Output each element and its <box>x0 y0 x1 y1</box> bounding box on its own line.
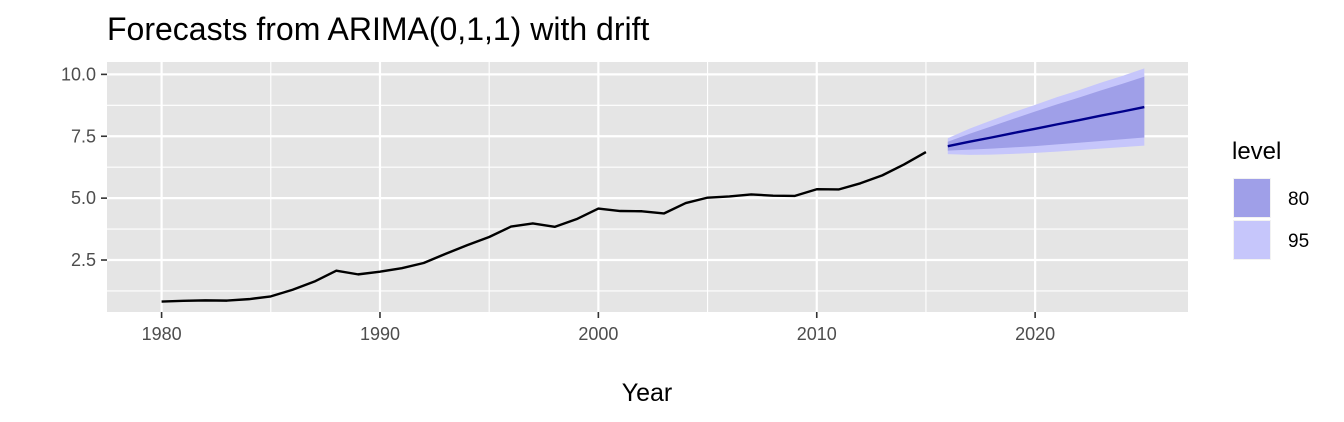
legend-label-80: 80 <box>1288 189 1309 210</box>
chart-title: Forecasts from ARIMA(0,1,1) with drift <box>107 11 649 47</box>
legend-title: level <box>1232 138 1281 165</box>
gridlines <box>107 62 1188 312</box>
forecast-mean-line <box>947 105 1145 148</box>
x-tick-label: 2000 <box>578 324 618 344</box>
legend: level 80 95 <box>1232 138 1309 260</box>
legend-label-95: 95 <box>1288 231 1309 252</box>
plot-panel <box>107 62 1188 312</box>
history-line <box>161 151 927 303</box>
band-80-layer <box>947 76 1145 151</box>
x-tick-label: 2020 <box>1015 324 1055 344</box>
band-80 <box>947 76 1145 151</box>
x-tick-label: 1990 <box>360 324 400 344</box>
y-tick-label: 2.5 <box>71 250 96 270</box>
series-lines <box>161 105 1145 303</box>
y-tick-label: 10.0 <box>61 64 96 84</box>
legend-swatch-95 <box>1234 221 1270 259</box>
y-tick-label: 7.5 <box>71 126 96 146</box>
legend-swatch-80 <box>1234 179 1270 217</box>
y-axis: 2.5 5.0 7.5 10.0 <box>61 64 107 270</box>
x-tick-label: 2010 <box>797 324 837 344</box>
y-tick-label: 5.0 <box>71 188 96 208</box>
x-tick-label: 1980 <box>142 324 182 344</box>
x-axis: 1980 1990 2000 2010 2020 <box>142 312 1055 344</box>
x-axis-title: Year <box>622 379 673 407</box>
